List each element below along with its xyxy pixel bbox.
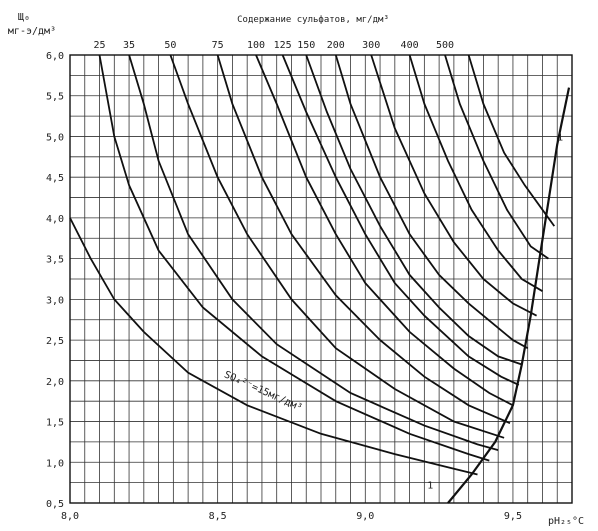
y-tick-label: 1,5 [46,418,64,429]
y-tick-label: 4,0 [46,214,64,225]
boundary-label: 1 [557,133,563,144]
y-tick-label: 5,5 [46,92,64,103]
sulfate-curve [334,54,529,349]
top-tick-label: 150 [297,40,315,51]
sulfate-curve [69,217,478,476]
sulfate-curve [281,54,520,386]
sulfate-curve [305,54,523,366]
top-tick-label: 200 [327,40,345,51]
boundary-label: 1 [427,480,433,491]
y-tick-label: 2,0 [46,377,64,388]
top-tick-label: 500 [436,40,454,51]
top-tick-label: 100 [247,40,265,51]
chart-title: Содержание сульфатов, мг/дм³ [237,15,389,25]
y-tick-label: 3,0 [46,295,64,306]
top-tick-label: 300 [362,40,380,51]
y-axis-units: мг-э/дм³ [8,26,56,37]
top-tick-label: 75 [212,40,224,51]
top-tick-label: 50 [164,40,176,51]
x-axis-label: pH₂₅°C [548,516,584,527]
sulfate-curve [98,54,490,462]
x-tick-label: 9,0 [356,511,374,522]
y-tick-label: 5,0 [46,132,64,143]
y-tick-label: 4,5 [46,173,64,184]
y-tick-label: 0,5 [46,499,64,510]
y-tick-label: 3,5 [46,255,64,266]
y-tick-label: 1,0 [46,458,64,469]
sulfate-curve [408,54,543,292]
sulfate-curve [128,54,499,451]
y-axis-label: Щ₀ [18,12,30,23]
sulfate-curve [370,54,538,317]
y-tick-label: 2,5 [46,336,64,347]
plot-frame [69,54,573,504]
top-tick-label: 400 [401,40,419,51]
plot-area: 0,5 1,0 1,5 2,0 2,5 3,0 3,5 4,0 4,5 5,0 5,5 6,0 8,0 8… [46,40,573,522]
top-tick-label: 25 [94,40,106,51]
sulfate-curve [467,54,556,227]
top-tick-label: 35 [123,40,135,51]
sulfate-curve [255,54,514,407]
sulfate-curve [169,54,505,439]
boundary-curve [447,87,571,504]
top-tick-label: 125 [274,40,292,51]
sulfate-curve [216,54,511,425]
x-tick-label: 8,0 [61,511,79,522]
sulfate-curve [444,54,549,260]
x-tick-label: 9,5 [504,511,522,522]
x-tick-label: 8,5 [209,511,227,522]
y-tick-label: 6,0 [46,51,64,62]
